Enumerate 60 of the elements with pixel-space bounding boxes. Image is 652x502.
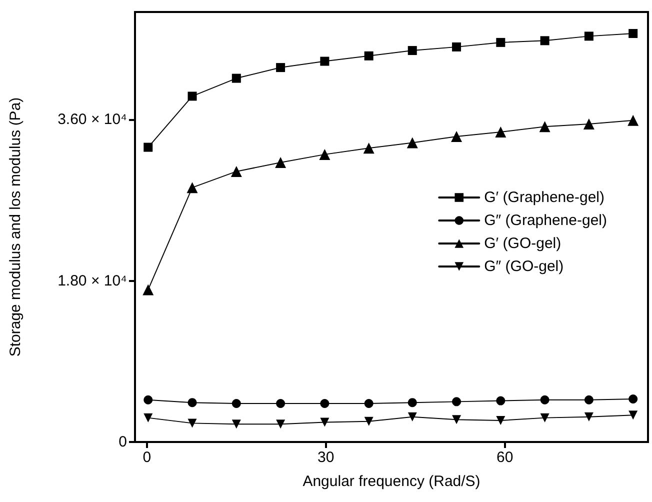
point: [188, 92, 197, 101]
x-tick-label: 30: [318, 449, 334, 466]
point: [232, 420, 241, 429]
point: [276, 398, 286, 408]
point: [628, 114, 639, 126]
point: [496, 396, 506, 406]
point: [496, 38, 506, 47]
point: [583, 118, 594, 130]
point: [276, 420, 286, 429]
legend-label: G′ (Graphene-gel): [484, 189, 605, 206]
legend-label: G′ (GO-gel): [484, 235, 562, 252]
x-tick-label: 60: [496, 449, 514, 466]
point: [540, 36, 550, 46]
y-axis-title: Storage modulus and los modulus (Pa): [7, 97, 24, 357]
point: [144, 413, 153, 422]
point: [539, 121, 550, 132]
point: [408, 412, 417, 422]
point: [320, 56, 330, 66]
point: [584, 32, 594, 41]
point: [628, 394, 638, 404]
point: [232, 398, 241, 408]
point: [144, 142, 153, 152]
legend-label: G″ (GO-gel): [484, 258, 564, 275]
point: [584, 412, 594, 422]
point: [232, 74, 241, 83]
y-tick-label: 3.60 × 10⁴: [58, 111, 127, 128]
y-tick-label: 1.80 × 10⁴: [58, 272, 127, 290]
y-tick-label: 0: [118, 434, 127, 450]
point: [540, 395, 550, 404]
point: [188, 398, 197, 408]
point: [276, 63, 286, 72]
point: [364, 398, 374, 408]
point: [142, 284, 154, 296]
point: [186, 182, 198, 194]
point: [144, 395, 153, 404]
point: [406, 137, 418, 148]
point: [628, 410, 638, 420]
point: [319, 148, 330, 160]
point: [496, 416, 506, 425]
point: [408, 398, 417, 408]
point: [408, 46, 417, 56]
point: [364, 51, 374, 60]
x-axis-title: Angular frequency (Rad/S): [302, 473, 480, 490]
point: [495, 126, 506, 138]
legend-label: G″ (Graphene-gel): [484, 212, 608, 229]
point: [230, 166, 242, 177]
point: [364, 416, 374, 426]
point: [628, 29, 638, 38]
point: [363, 142, 374, 154]
point: [584, 395, 594, 404]
point: [188, 418, 197, 428]
point: [452, 397, 462, 406]
point: [320, 398, 330, 408]
point: [540, 413, 550, 422]
x-tick-label: 0: [142, 449, 152, 466]
point: [451, 131, 462, 142]
point: [275, 157, 286, 168]
point: [452, 415, 462, 424]
point: [320, 418, 330, 427]
point: [452, 42, 462, 52]
